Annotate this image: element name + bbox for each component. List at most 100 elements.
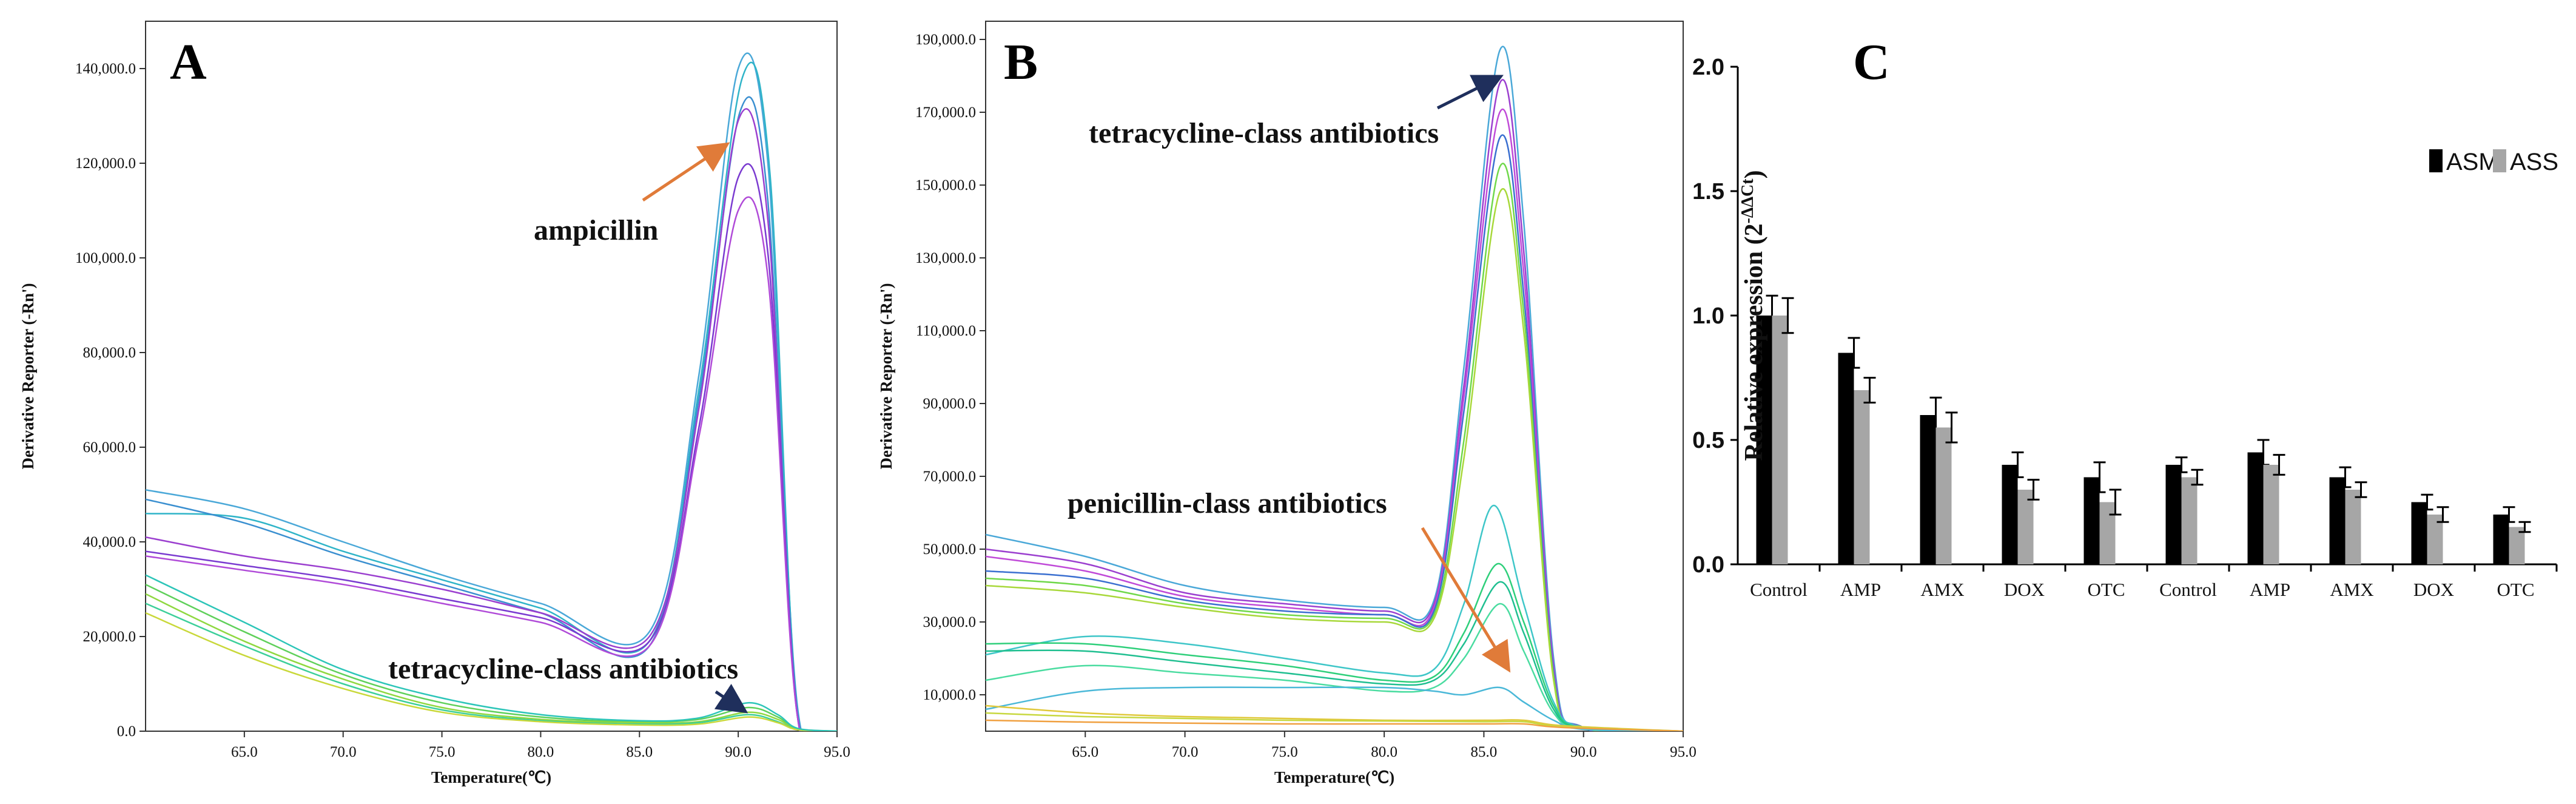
c-y-tick-label: 0.0	[1692, 552, 1724, 578]
c-y-tick-label: 1.5	[1692, 179, 1724, 204]
b-x-tick-label: 80.0	[1371, 744, 1397, 760]
b-series-penicillin-4	[986, 603, 1683, 731]
c-bar-ass	[2099, 502, 2116, 564]
b-y-tick-label: 90,000.0	[923, 396, 977, 412]
b-y-tick-label: 150,000.0	[915, 177, 976, 194]
a-y-tick-label: 60,000.0	[83, 439, 136, 456]
c-bar-asm	[2247, 452, 2264, 564]
panel-c-chart: 0.0 0.5 1.0 1.5 2.0 Control AMP AMX DOX OTC Contr…	[1692, 34, 2558, 600]
c-category-label: AMX	[1920, 579, 1964, 600]
legend-swatch-asm	[2429, 149, 2443, 172]
c-bar-asm	[2329, 477, 2346, 564]
a-y-tick-label: 20,000.0	[83, 629, 136, 645]
c-bar-asm	[2002, 465, 2018, 564]
legend-label-ass: ASS	[2510, 149, 2558, 175]
panel-c-y-axis-label-main: Relative expression (2	[1740, 223, 1768, 461]
panel-c-y-axis-label-close: )	[1740, 170, 1768, 178]
c-category-label: AMX	[2330, 579, 2373, 600]
b-series-tetracycline-6	[986, 187, 1683, 731]
legend-swatch-ass	[2493, 149, 2506, 172]
c-bar-ass	[1772, 316, 1788, 564]
panel-a-arrow-tetracycline	[714, 684, 748, 714]
panel-a-chart: 65.0 70.0 75.0 80.0 85.0 90.0 95.0 0.0 20,000.0…	[19, 21, 850, 786]
b-y-tick-label: 170,000.0	[915, 104, 976, 121]
c-bar-asm	[2083, 477, 2100, 564]
c-bar-ass	[1854, 390, 1870, 564]
c-bar-asm	[2411, 502, 2427, 564]
legend-label-asm: ASM	[2446, 149, 2499, 175]
b-series-penicillin-2	[986, 562, 1683, 731]
a-y-tick-label: 100,000.0	[75, 250, 136, 266]
c-bar-asm	[1838, 353, 1854, 564]
panel-a-y-axis-label: Derivative Reporter (-Rn')	[19, 283, 37, 470]
a-y-tick-label: 120,000.0	[75, 155, 136, 172]
b-series-penicillin-5	[986, 686, 1683, 731]
c-category-label: OTC	[2088, 579, 2125, 600]
b-series-penicillin-3	[986, 581, 1683, 731]
a-y-tick-label: 0.0	[117, 723, 136, 740]
b-y-tick-label: 110,000.0	[916, 323, 976, 339]
panel-c-legend: ASM ASS	[2429, 149, 2558, 175]
c-y-tick-label: 1.0	[1692, 303, 1724, 329]
a-x-tick-label: 75.0	[429, 744, 456, 760]
a-x-tick-label: 70.0	[330, 744, 357, 760]
b-x-tick-label: 70.0	[1172, 744, 1199, 760]
c-bar-ass	[2263, 465, 2279, 564]
c-category-label: DOX	[2413, 579, 2454, 600]
a-x-tick-label: 80.0	[528, 744, 554, 760]
panel-a-label: A	[170, 34, 207, 90]
b-series-penicillin-1	[986, 504, 1683, 731]
b-x-tick-label: 95.0	[1670, 744, 1697, 760]
a-series-tetracycline-4	[146, 612, 837, 731]
panel-b-arrow-tetracycline	[1436, 75, 1504, 110]
c-bar-ass	[2509, 527, 2525, 564]
panel-b-plot-frame	[985, 21, 1684, 732]
c-bar-asm	[1920, 415, 1936, 564]
c-bar-asm	[2165, 465, 2182, 564]
panel-a-annotation-ampicillin: ampicillin	[534, 214, 658, 246]
c-category-label: DOX	[2004, 579, 2045, 600]
c-y-tick-label: 0.5	[1692, 428, 1724, 453]
b-series-baseline-1	[986, 704, 1683, 731]
b-y-tick-label: 70,000.0	[923, 468, 977, 485]
c-category-label: AMP	[1840, 579, 1881, 600]
a-x-tick-label: 90.0	[725, 744, 752, 760]
b-x-tick-label: 75.0	[1271, 744, 1298, 760]
panel-a-arrow-ampicillin	[642, 142, 730, 202]
a-x-tick-label: 85.0	[626, 744, 653, 760]
b-x-tick-label: 85.0	[1471, 744, 1498, 760]
c-bar-ass	[2017, 490, 2034, 564]
panel-b-arrow-penicillin	[1421, 527, 1511, 673]
a-series-ampicillin-6	[146, 196, 837, 731]
a-series-tetracycline-5	[146, 574, 837, 731]
panel-b-annotation-tetracycline: tetracycline-class antibiotics	[1089, 117, 1439, 149]
panel-b-chart: 65.0 70.0 75.0 80.0 85.0 90.0 95.0 10,000.0 30,…	[877, 21, 1697, 786]
b-x-tick-label: 90.0	[1570, 744, 1597, 760]
b-y-tick-label: 190,000.0	[915, 32, 976, 48]
c-category-label: Control	[1750, 579, 1808, 600]
a-x-tick-label: 65.0	[231, 744, 258, 760]
a-series-tetracycline-2	[146, 593, 837, 731]
c-category-label: Control	[2159, 579, 2217, 600]
c-category-label: OTC	[2497, 579, 2535, 600]
panel-c-y-axis-label: Relative expression (2-ΔΔCt)	[1738, 170, 1769, 461]
c-bar-asm	[1756, 316, 1772, 564]
a-y-tick-label: 80,000.0	[83, 345, 136, 361]
panel-b-label: B	[1004, 34, 1038, 90]
b-y-tick-label: 30,000.0	[923, 614, 977, 630]
c-bar-ass	[2345, 490, 2361, 564]
b-y-tick-label: 10,000.0	[923, 687, 977, 703]
panel-a-x-axis-label: Temperature(℃)	[431, 768, 551, 786]
a-series-tetracycline-3	[146, 603, 837, 731]
panel-c-y-axis-label-superscript: -ΔΔCt	[1738, 178, 1757, 224]
a-series-tetracycline-1	[146, 584, 837, 731]
panel-b-y-axis-label: Derivative Reporter (-Rn')	[877, 283, 895, 470]
panel-a-annotation-tetracycline: tetracycline-class antibiotics	[388, 653, 738, 685]
a-y-tick-label: 140,000.0	[75, 61, 136, 77]
a-x-tick-label: 95.0	[824, 744, 850, 760]
c-bar-ass	[2181, 477, 2198, 564]
b-series-tetracycline-1	[986, 46, 1683, 731]
b-series-baseline-2	[986, 712, 1683, 731]
a-y-tick-label: 40,000.0	[83, 534, 136, 550]
